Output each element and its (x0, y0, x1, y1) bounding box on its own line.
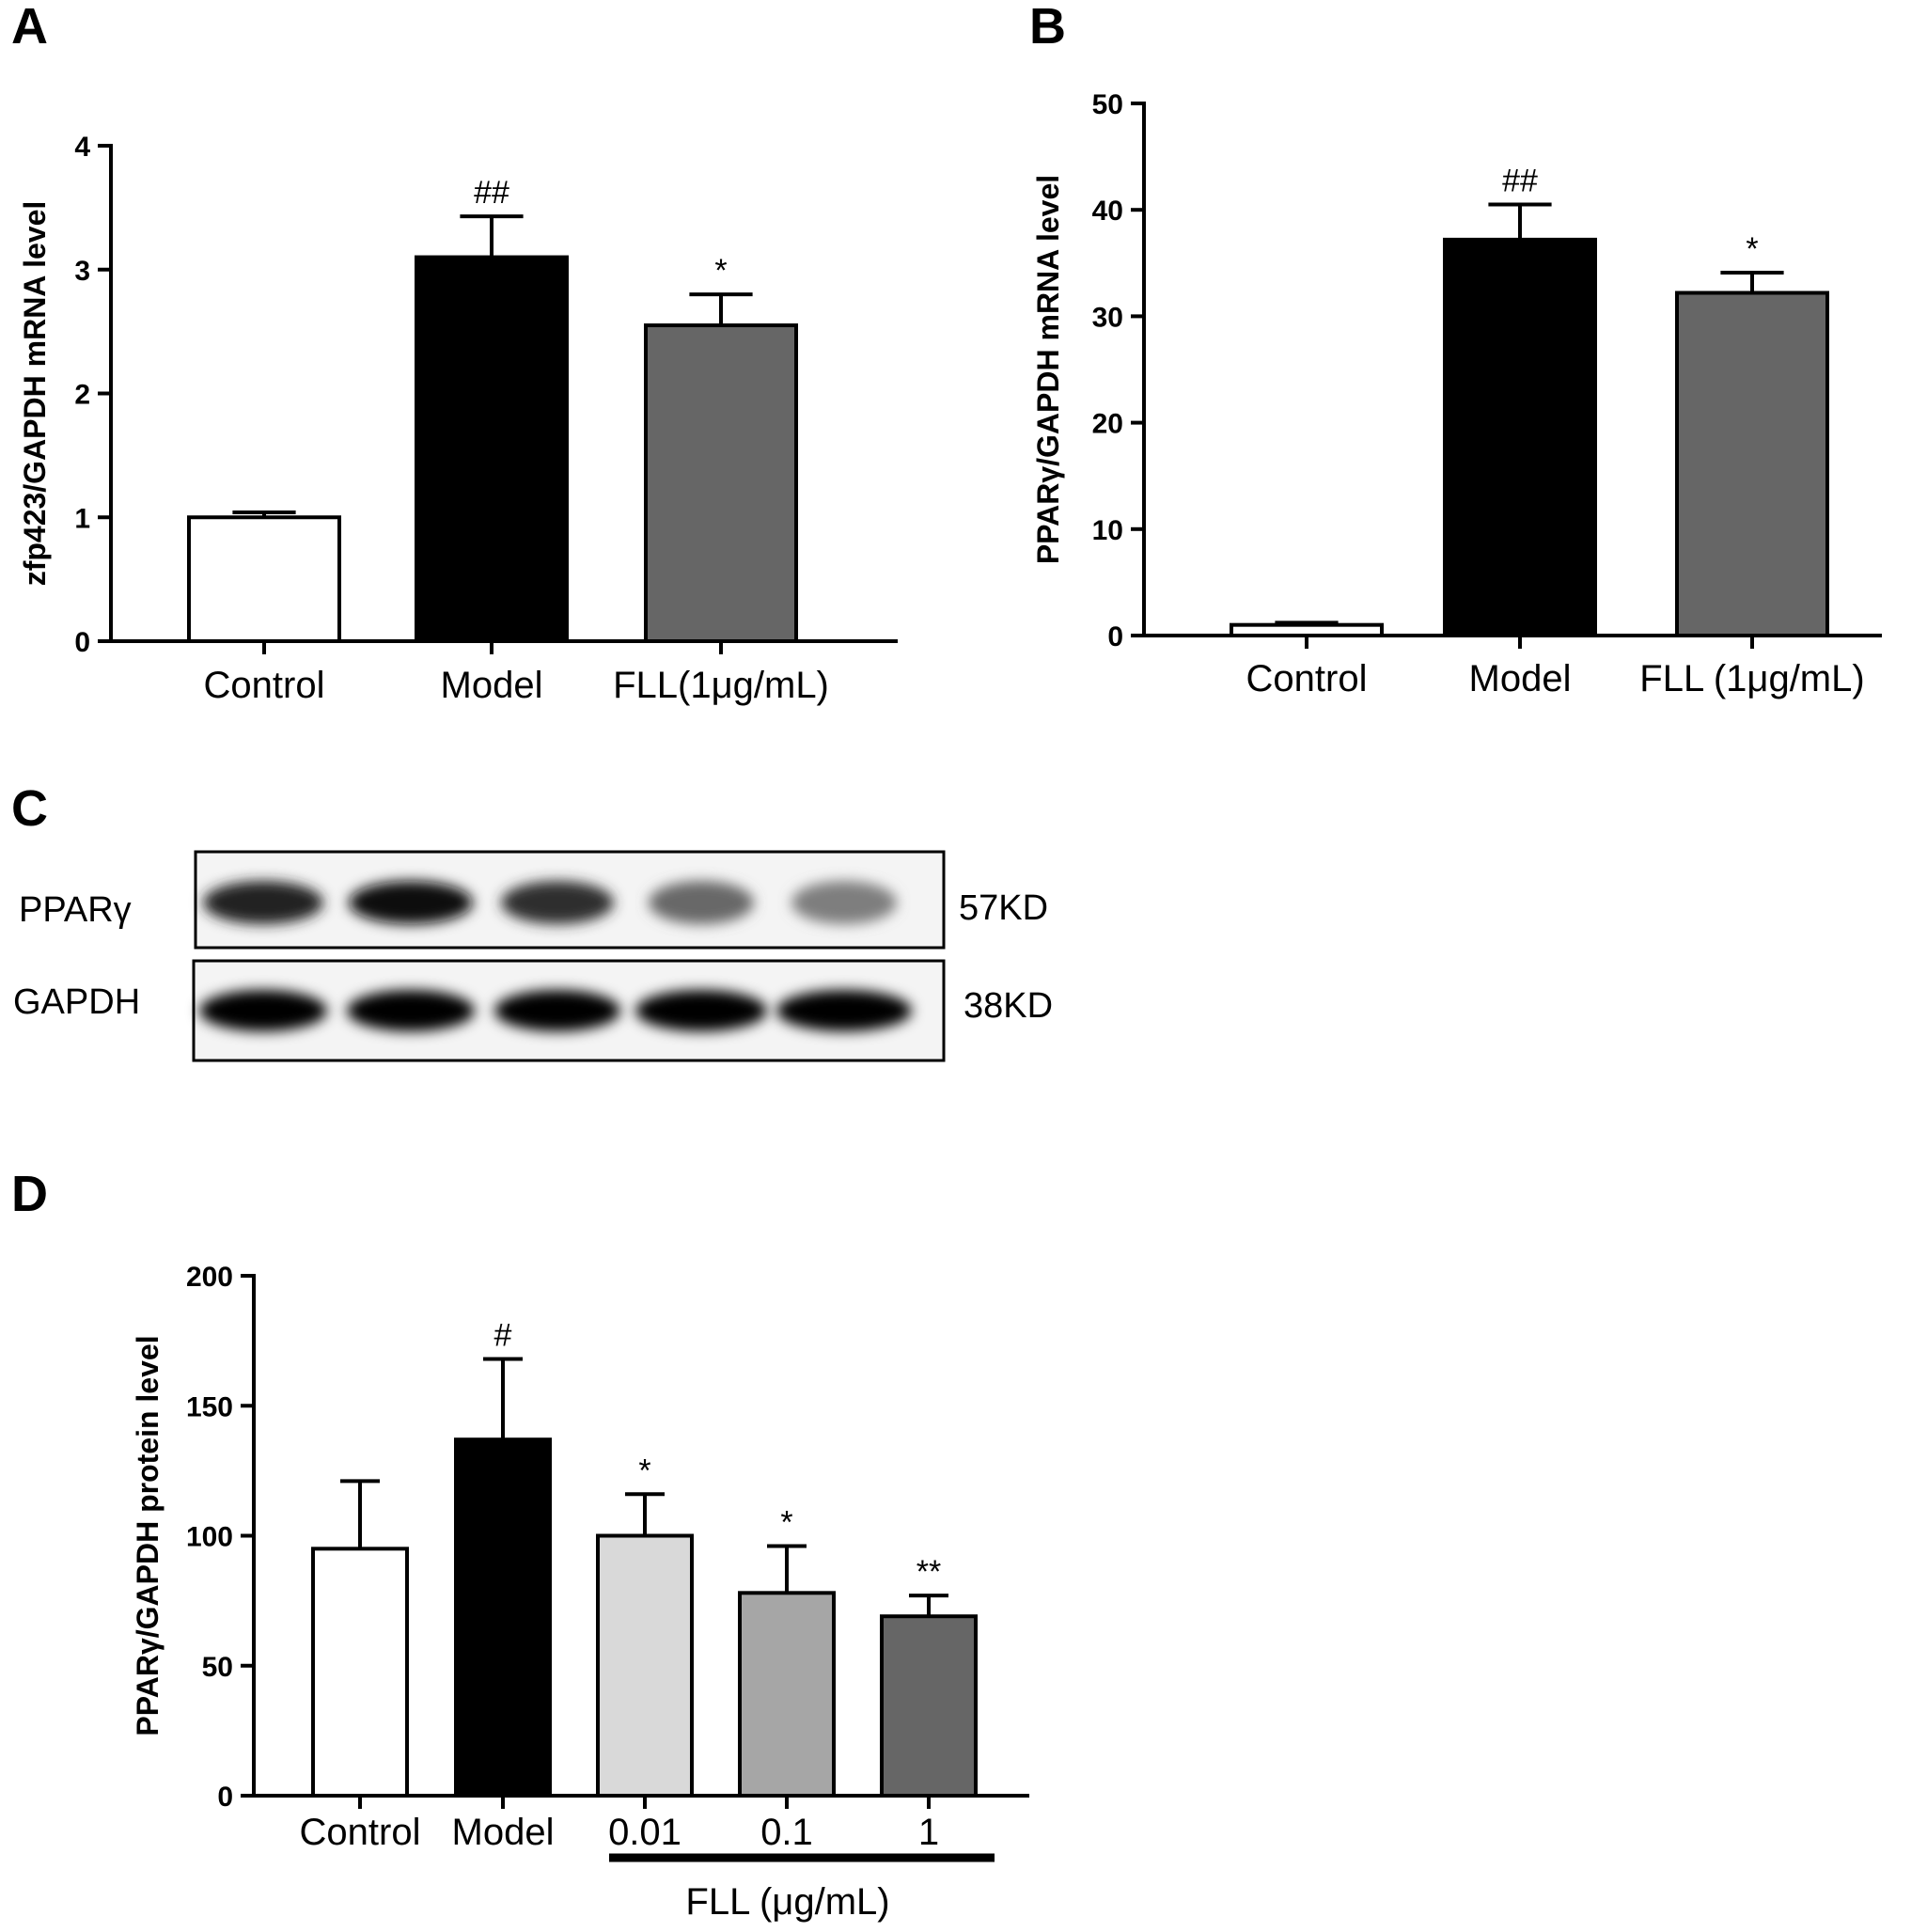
blot-band (649, 881, 754, 924)
blot-band (347, 990, 475, 1031)
blot-band (635, 990, 767, 1031)
y-tick-label: 150 (186, 1391, 233, 1422)
bar-1 (880, 1614, 978, 1798)
panel-letter-c: C (11, 780, 48, 837)
fll-group-label: FLL (μg/mL) (685, 1881, 889, 1923)
blot-band (776, 990, 912, 1031)
significance-marker: * (780, 1505, 792, 1541)
category-label: Model (441, 665, 543, 706)
bar-control (187, 515, 341, 643)
y-tick-label: 10 (1092, 515, 1123, 546)
category-label: FLL (1μg/mL) (1639, 658, 1864, 699)
panel-letter-a: A (11, 0, 48, 55)
blot-label-ppar: PPARγ (19, 890, 132, 930)
y-tick-label: 30 (1092, 302, 1123, 333)
blot-band (349, 881, 473, 924)
chart-panel-a: 0 1 2 3 4 zfp423/GAPDH mRNA level Control Model… (18, 132, 898, 706)
y-tick-label: 0 (1107, 621, 1123, 652)
bar-0-1 (738, 1591, 836, 1798)
bar-control (1230, 622, 1384, 637)
blot-band (494, 990, 620, 1031)
category-label: Model (452, 1812, 555, 1853)
y-tick-label: 50 (202, 1652, 233, 1683)
y-axis-label: PPARγ/GAPDH mRNA level (1031, 175, 1065, 564)
significance-marker: * (638, 1453, 650, 1488)
significance-marker: * (1746, 231, 1758, 267)
y-axis-label: zfp423/GAPDH mRNA level (18, 201, 52, 587)
blot-band (791, 881, 897, 924)
category-label: FLL(1μg/mL) (613, 665, 829, 706)
category-label: 0.1 (760, 1812, 813, 1853)
panel-letter-d: D (11, 1166, 48, 1222)
chart-panel-d: 0 50 100 150 200 PPARγ/GAPDH protein level Con… (131, 1262, 1029, 1853)
bar-0-01 (596, 1533, 694, 1798)
y-tick-label: 1 (74, 503, 90, 534)
blot-band (199, 990, 327, 1031)
bar-model (454, 1437, 552, 1798)
y-tick-label: 100 (186, 1522, 233, 1553)
y-tick-label: 2 (74, 380, 90, 411)
significance-marker: * (714, 253, 727, 289)
category-label: 1 (918, 1812, 939, 1853)
bar-model (1443, 237, 1597, 637)
bar-model (415, 255, 569, 643)
significance-marker: # (494, 1317, 512, 1353)
blot-label-gapdh: GAPDH (13, 982, 140, 1022)
y-tick-label: 4 (74, 132, 90, 163)
blot-bands (199, 881, 912, 1031)
significance-marker: ** (916, 1554, 941, 1590)
category-label: Control (300, 1812, 421, 1853)
y-tick-label: 0 (217, 1782, 233, 1813)
y-tick-label: 200 (186, 1262, 233, 1293)
significance-marker: ## (1502, 164, 1538, 199)
western-blot-panel: PPARγ GAPDH 57KD 38KD (13, 850, 1053, 1062)
panel-letter-b: B (1029, 0, 1066, 55)
y-tick-label: 50 (1092, 89, 1123, 120)
blot-size-gapdh: 38KD (964, 986, 1053, 1026)
blot-band (501, 881, 614, 924)
category-label: Control (204, 665, 325, 706)
significance-marker: ## (474, 175, 509, 211)
bar-fll-1-g-ml- (1675, 291, 1829, 637)
bar-fll-1-g-ml- (644, 323, 798, 643)
chart-panel-b: 0 10 20 30 40 50 PPARγ/GAPDH mRNA level Control… (1031, 89, 1882, 699)
y-axis-label: PPARγ/GAPDH protein level (131, 1335, 164, 1736)
y-tick-label: 20 (1092, 409, 1123, 440)
category-label: Model (1469, 658, 1572, 699)
blot-band (203, 881, 323, 924)
y-tick-label: 3 (74, 256, 90, 287)
y-tick-label: 0 (74, 627, 90, 658)
category-label: Control (1246, 658, 1368, 699)
blot-size-ppar: 57KD (959, 888, 1048, 928)
y-tick-label: 40 (1092, 196, 1123, 227)
bar-control (311, 1547, 409, 1798)
category-label: 0.01 (608, 1812, 682, 1853)
